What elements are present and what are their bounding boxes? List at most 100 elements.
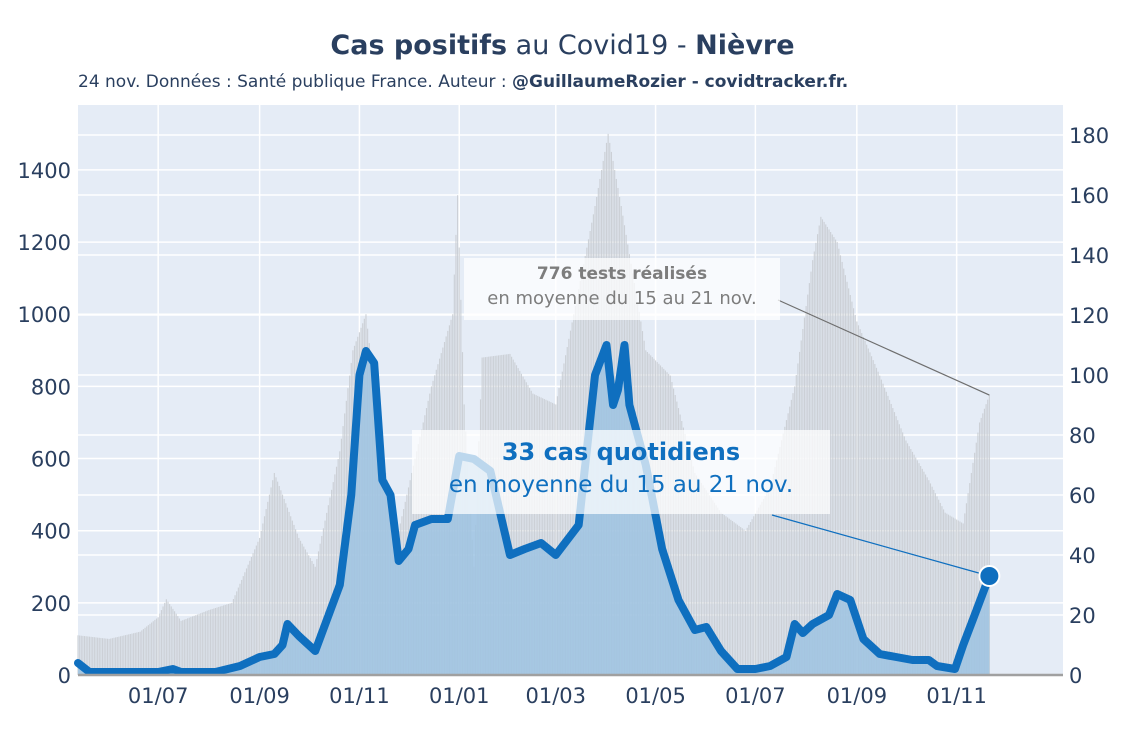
tests-bar [317, 551, 320, 675]
tests-bar [219, 606, 221, 675]
tests-bar [790, 399, 792, 675]
tests-bar [772, 473, 774, 675]
tests-bar [214, 608, 217, 675]
tests-bar [522, 376, 524, 675]
tests-bar [956, 519, 958, 675]
tests-bar [154, 619, 156, 675]
tests-bar [87, 636, 89, 675]
subtitle-source: 24 nov. Données : Santé publique France.… [78, 72, 513, 92]
tests-bar [702, 485, 704, 675]
tests-bar [874, 363, 876, 675]
tests-bar [169, 604, 171, 675]
tests-bar [763, 498, 765, 675]
tests-bar [316, 559, 318, 675]
tests-bar [134, 632, 136, 675]
tests-bar [761, 501, 763, 675]
tests-bar [263, 516, 266, 675]
tests-bar [787, 413, 789, 675]
tests-bar [857, 325, 860, 675]
tests-bar [311, 561, 313, 675]
x-tick-label: 01/07 [725, 684, 786, 708]
y-left-tick-label: 800 [31, 375, 71, 399]
tests-bar [159, 613, 161, 675]
tests-bar [949, 515, 951, 675]
tests-bar [951, 516, 953, 675]
tests-bar [707, 492, 709, 675]
tests-bar [208, 610, 210, 675]
tests-bar [308, 555, 310, 675]
tests-bar [679, 414, 681, 675]
tests-bar [509, 353, 511, 675]
tests-bar [206, 610, 208, 675]
tests-bar [738, 525, 740, 675]
tests-bar [731, 521, 734, 675]
y-right-tick-label: 120 [1069, 304, 1109, 328]
tests-bar [933, 489, 935, 675]
tests-bar [532, 393, 534, 675]
tests-bar [183, 619, 185, 675]
tests-bar [170, 606, 172, 675]
tests-bar [934, 493, 936, 675]
tests-bar [923, 471, 925, 675]
tests-bar [897, 420, 899, 675]
tests-bar [517, 368, 519, 675]
tests-bar [203, 611, 205, 675]
tests-bar [902, 432, 904, 675]
tests-bar [699, 480, 701, 675]
tests-bar [983, 408, 986, 675]
tests-annotation-period: en moyenne du 15 au 21 nov. [487, 288, 757, 309]
tests-bar [331, 489, 333, 675]
x-tick-label: 01/05 [625, 684, 686, 708]
tests-bar [712, 500, 714, 675]
tests-bar [324, 520, 326, 675]
tests-bar [890, 403, 892, 675]
tests-bar [160, 610, 163, 675]
tests-bar [794, 386, 796, 675]
tests-bar [173, 611, 176, 675]
cases-annotation-value: 33 cas quotidiens [501, 438, 741, 466]
tests-bar [293, 524, 295, 675]
tests-bar [295, 529, 297, 675]
tests-bar [111, 638, 113, 675]
tests-bar [792, 393, 794, 675]
x-tick-label: 01/07 [128, 684, 189, 708]
y-right-tick-label: 180 [1069, 124, 1109, 148]
tests-bar [695, 475, 698, 675]
tests-bar [195, 615, 197, 675]
tests-bar [779, 447, 781, 675]
tests-bar [223, 605, 225, 675]
tests-bar [908, 446, 910, 675]
tests-bar [715, 505, 717, 675]
tests-bar [144, 627, 146, 675]
tests-bar [558, 388, 560, 675]
tests-bar [885, 391, 887, 675]
tests-bar [128, 634, 130, 675]
tests-bar [527, 385, 529, 675]
tests-bar [722, 513, 724, 675]
tests-bar [182, 620, 184, 675]
tests-bar [535, 395, 537, 675]
tests-bar [543, 399, 545, 675]
tests-bar [101, 638, 104, 675]
tests-bar [740, 527, 742, 675]
tests-bar [209, 609, 212, 675]
tests-bar [692, 466, 694, 675]
tests-bar [839, 255, 842, 675]
tests-bar [879, 375, 881, 675]
tests-bar [309, 558, 311, 675]
tests-bar [250, 557, 253, 675]
tests-bar [710, 497, 712, 675]
tests-bar [231, 602, 233, 675]
tests-bar [846, 281, 848, 675]
tests-bar [92, 637, 94, 675]
tests-bar [674, 395, 676, 675]
tests-bar [254, 549, 256, 675]
tests-bar [115, 637, 117, 675]
tests-bar [938, 499, 940, 675]
tests-bar [676, 401, 678, 675]
tests-bar [98, 637, 100, 675]
tests-bar [151, 622, 153, 675]
tests-bar [164, 602, 166, 675]
tests-bar [972, 462, 974, 675]
